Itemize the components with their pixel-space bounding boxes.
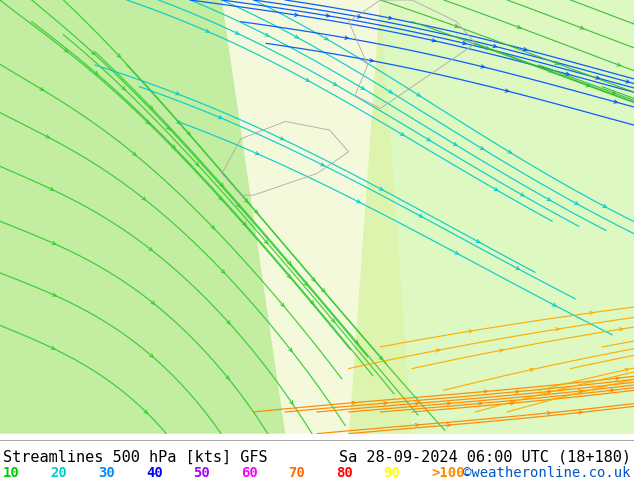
Text: Sa 28-09-2024 06:00 UTC (18+180): Sa 28-09-2024 06:00 UTC (18+180) <box>339 449 631 465</box>
Text: 60: 60 <box>241 466 257 480</box>
Text: 30: 30 <box>98 466 115 480</box>
Text: ©weatheronline.co.uk: ©weatheronline.co.uk <box>463 466 631 480</box>
Text: 20: 20 <box>51 466 67 480</box>
Text: 40: 40 <box>146 466 162 480</box>
Text: 10: 10 <box>3 466 20 480</box>
Text: >100: >100 <box>431 466 465 480</box>
Text: 70: 70 <box>288 466 305 480</box>
Polygon shape <box>0 0 285 434</box>
Text: Streamlines 500 hPa [kts] GFS: Streamlines 500 hPa [kts] GFS <box>3 449 268 465</box>
Polygon shape <box>349 0 634 434</box>
Polygon shape <box>222 0 412 434</box>
Text: 90: 90 <box>384 466 400 480</box>
Text: 50: 50 <box>193 466 210 480</box>
Text: 80: 80 <box>336 466 353 480</box>
